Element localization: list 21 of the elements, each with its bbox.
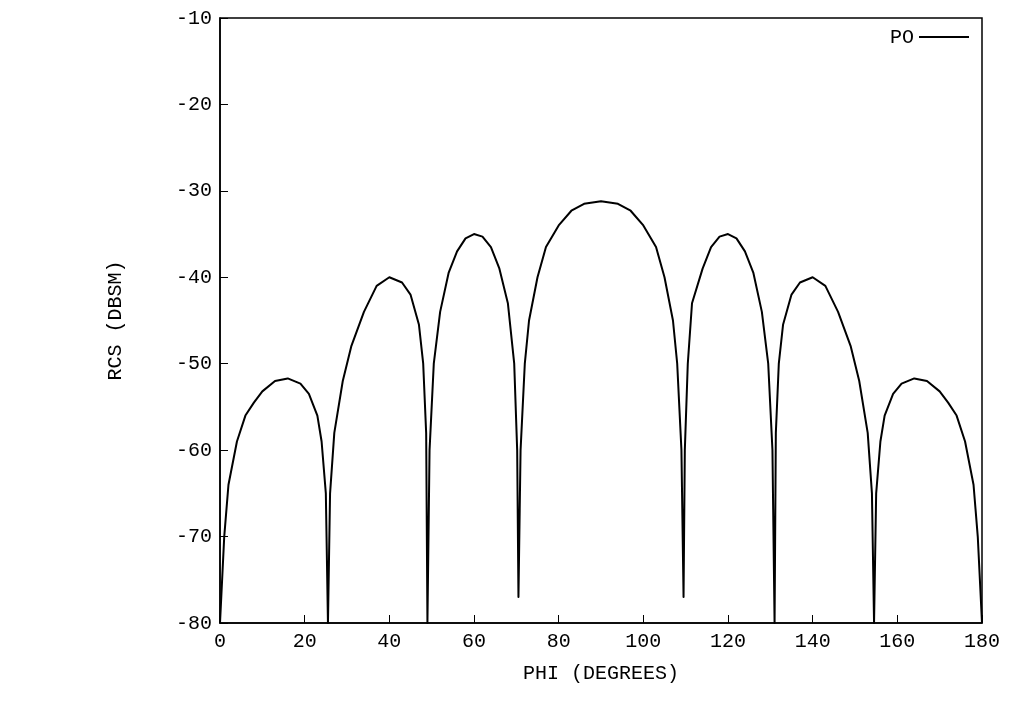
- x-tick-label: 0: [213, 629, 227, 653]
- legend-label: PO: [889, 25, 914, 49]
- y-tick-label: -40: [175, 265, 212, 289]
- x-tick-label: 160: [879, 629, 916, 653]
- y-tick-label: -80: [175, 611, 212, 635]
- x-tick-label: 120: [709, 629, 747, 653]
- y-tick-label: -70: [175, 525, 212, 549]
- x-axis-title: PHI (DEGREES): [522, 661, 680, 685]
- x-tick-label: 100: [625, 629, 662, 653]
- x-tick-label: 20: [292, 629, 317, 653]
- y-tick-label: -30: [175, 179, 212, 203]
- x-tick-label: 60: [461, 629, 487, 653]
- y-tick-label: -60: [175, 438, 212, 462]
- y-tick-label: -10: [175, 6, 212, 30]
- x-tick-label: 180: [963, 629, 1001, 653]
- x-tick-label: 80: [546, 629, 571, 653]
- y-tick-label: -20: [175, 92, 212, 116]
- y-axis-title: RCS (DBSM): [103, 260, 127, 381]
- x-tick-label: 40: [377, 629, 402, 653]
- x-tick-label: 140: [794, 629, 831, 653]
- y-tick-label: -50: [175, 352, 212, 376]
